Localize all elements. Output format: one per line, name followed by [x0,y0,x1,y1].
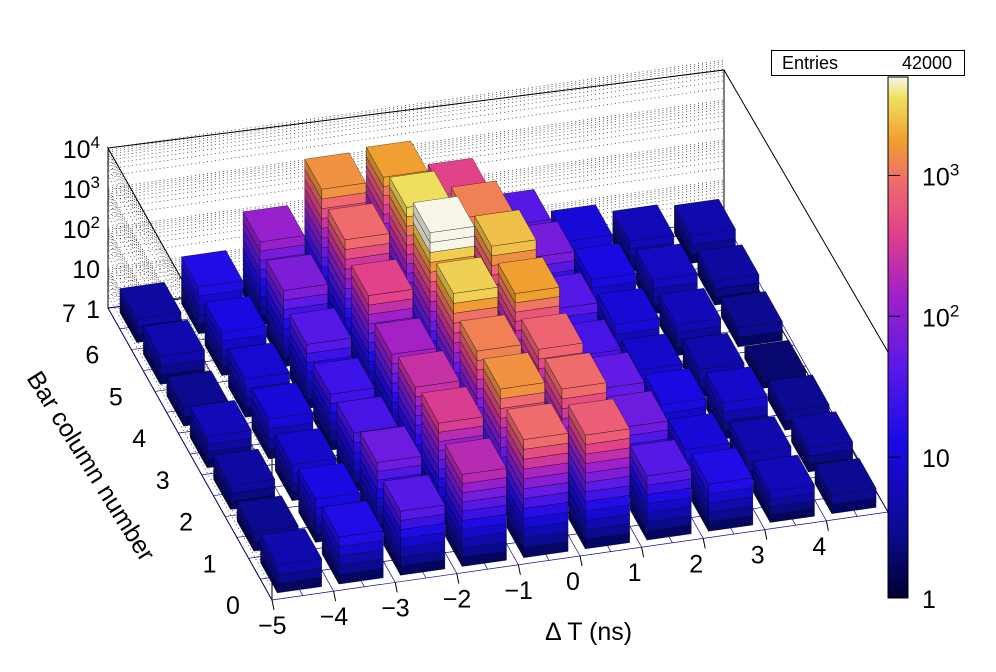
z-gridline [107,68,725,158]
stats-box: Entries 42000 [771,50,965,76]
y-tick-label: 2 [179,509,193,537]
box-edge-right [723,69,889,353]
z-gridline [107,63,725,153]
y-tick-label: 1 [203,550,217,578]
lego-bar [767,374,830,431]
palette-tick-label: 102 [922,301,959,332]
lego-bar [691,447,754,532]
palette-tick-label: 10 [922,445,950,473]
lego-bar [260,528,322,594]
lego-bar [697,244,760,306]
lego-bar [143,319,205,385]
y-tick-label: 7 [62,300,76,328]
lego-bar [720,291,783,348]
y-tick-label: 5 [109,383,123,411]
lego-bar [753,454,815,524]
x-axis-ticks: −5 −4 −3 −2 −1 0 1 2 3 4 [258,520,829,640]
stats-entries-value: 42000 [901,53,952,73]
stats-entries-label: Entries [782,53,839,73]
lego-bar [445,437,507,568]
lego-bar [659,288,722,357]
x-tick-label: 3 [751,542,765,570]
z-tick-label: 10 [72,256,100,284]
z-tick-label: 103 [63,173,100,204]
lego-bar [629,439,692,541]
y-tick-label: 3 [156,467,170,495]
y-tick-label: 4 [132,425,146,453]
x-tick-label: −2 [443,586,472,614]
z-gridline [107,71,725,161]
z-tick-label: 102 [63,213,100,244]
lego-bar [506,403,569,559]
lego-bar [321,500,384,585]
x-axis-title: Δ T (ns) [545,618,632,646]
x-tick-label: 2 [689,550,703,578]
lego-bar [383,474,446,576]
lego-bar [568,398,630,550]
x-tick-label: −3 [381,594,410,622]
bars-layer [119,140,877,594]
x-tick-label: 0 [566,568,580,596]
lego-bar [674,198,736,264]
z-tick-label: 104 [63,133,100,164]
z-gridline [107,59,725,149]
x-tick-label: 4 [812,533,826,561]
palette-tick-label: 1 [922,586,936,614]
x-tick-label: 1 [628,559,642,587]
palette-tick-label: 103 [922,160,959,191]
z-axis-ticks: 1 10 102 103 104 [63,133,100,324]
y-axis-title: Bar column number [21,366,160,566]
x-tick-label: −4 [320,603,349,631]
z-tick-label: 1 [86,296,100,324]
x-tick-label: −1 [504,577,533,605]
y-tick-label: 6 [85,342,99,370]
lego-bar [814,458,877,515]
x-tick-label: −5 [258,612,287,640]
color-palette [887,76,909,599]
y-tick-label: 0 [226,592,240,620]
